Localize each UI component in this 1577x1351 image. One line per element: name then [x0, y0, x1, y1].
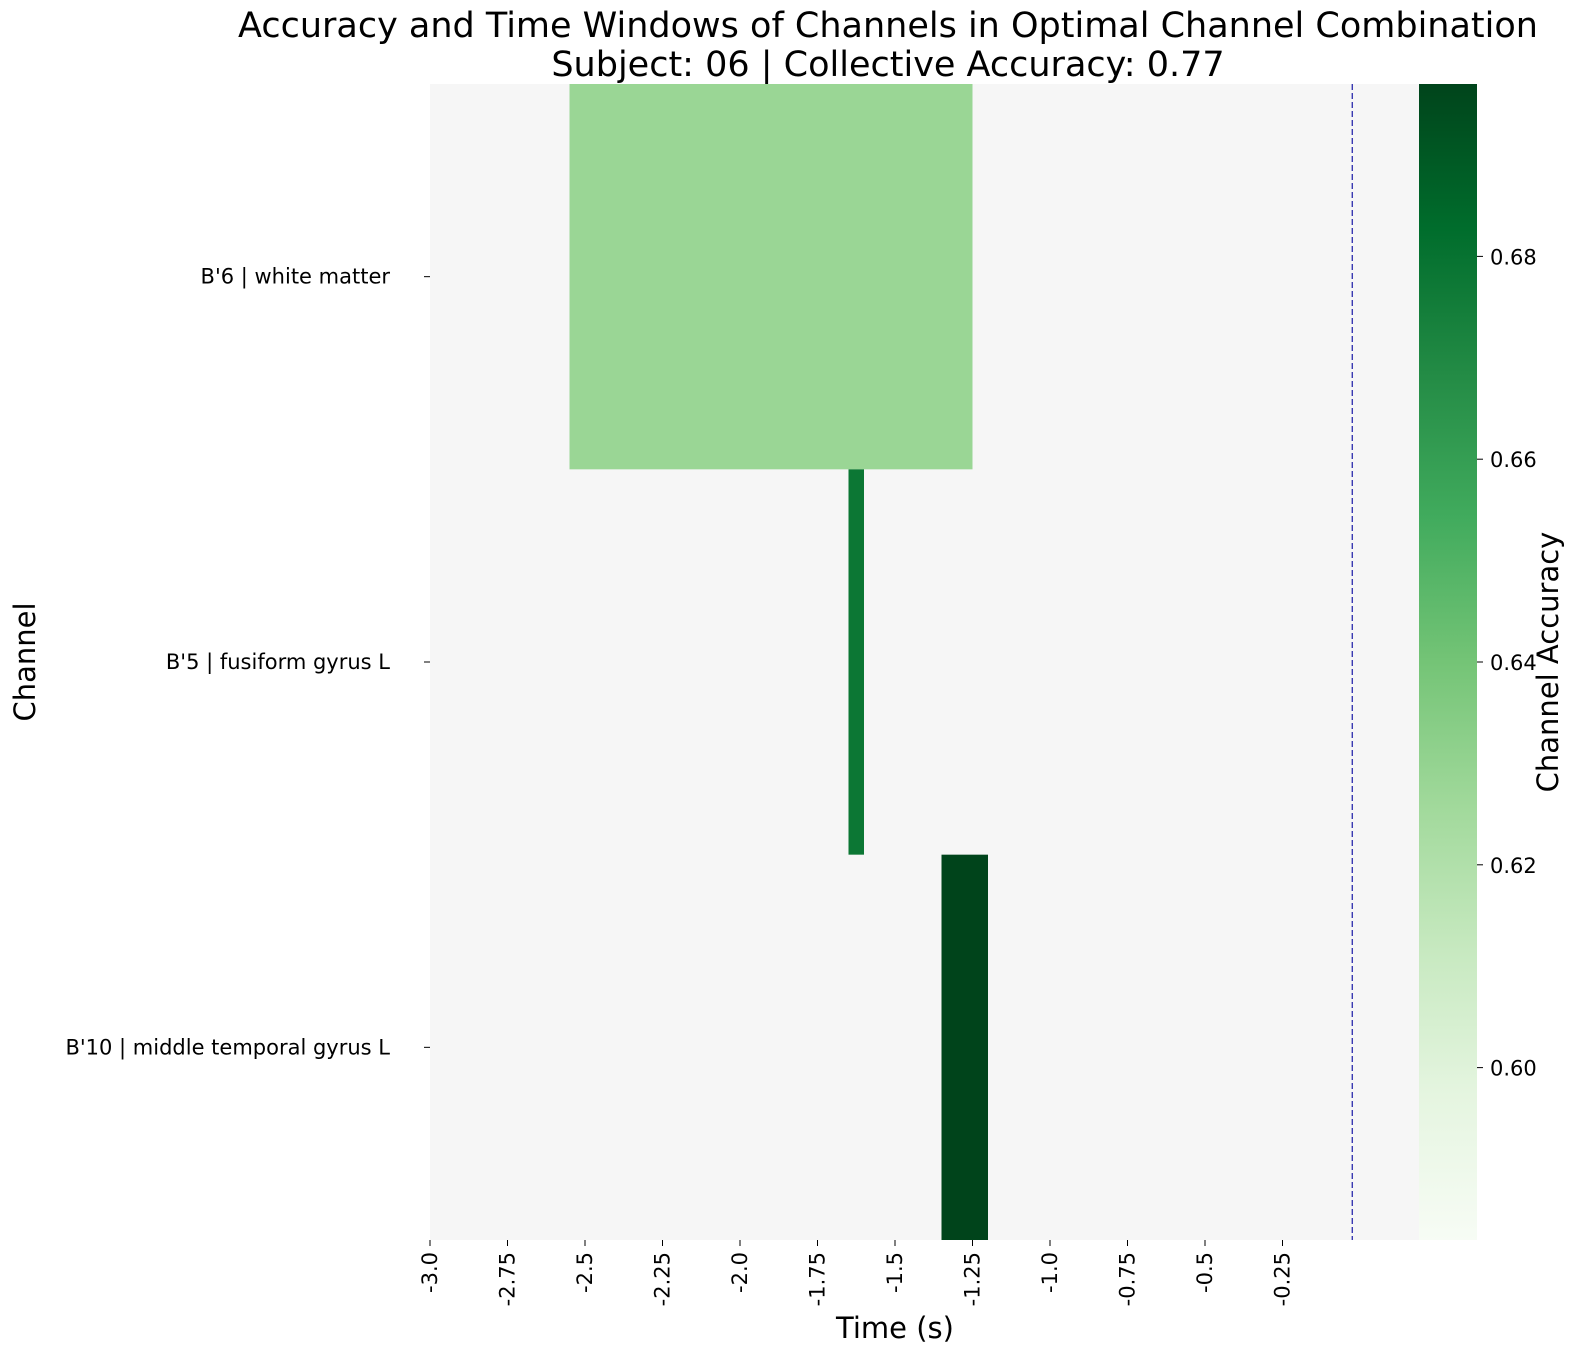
colorbar-tick-label: 0.60	[1490, 1057, 1537, 1081]
x-tick-label: -0.25	[1271, 1252, 1295, 1306]
colorbar-tick-label: 0.62	[1490, 854, 1537, 878]
x-axis-ticks: -3.0 -2.75 -2.5 -2.25 -2.0 -1.75 -1.5 -1.25 -1.0…	[418, 1240, 1295, 1306]
x-tick-label: -2.0	[728, 1252, 752, 1293]
y-axis-label: Channel	[8, 602, 42, 721]
x-tick-label: -1.75	[806, 1252, 830, 1306]
chart-subtitle: Subject: 06 | Collective Accuracy: 0.77	[551, 45, 1224, 85]
heatmap-cell	[848, 469, 864, 855]
chart-title: Accuracy and Time Windows of Channels in…	[238, 6, 1538, 46]
x-tick-label: -0.5	[1193, 1252, 1217, 1293]
heatmap-cells	[569, 84, 988, 1240]
colorbar-tick-label: 0.68	[1490, 245, 1537, 269]
x-axis-label: Time (s)	[835, 1311, 954, 1345]
x-tick-label: -1.5	[883, 1252, 907, 1293]
y-axis-ticks: B'6 | white matter B'5 | fusiform gyrus L…	[65, 265, 430, 1060]
x-tick-label: -2.75	[496, 1252, 520, 1306]
colorbar-label: Channel Accuracy	[1531, 532, 1565, 793]
heatmap-cell	[569, 84, 973, 470]
colorbar	[1419, 84, 1477, 1240]
y-tick-label: B'5 | fusiform gyrus L	[166, 650, 390, 675]
x-tick-label: -2.25	[651, 1252, 675, 1306]
x-tick-label: -1.0	[1038, 1252, 1062, 1293]
heatmap-cell	[941, 854, 988, 1240]
x-tick-label: -2.5	[573, 1252, 597, 1293]
y-tick-label: B'10 | middle temporal gyrus L	[65, 1035, 390, 1060]
x-tick-label: -1.25	[961, 1252, 985, 1306]
colorbar-ticks: 0.60 0.62 0.64 0.66 0.68	[1477, 245, 1537, 1081]
y-tick-label: B'6 | white matter	[201, 265, 391, 290]
x-tick-label: -0.75	[1116, 1252, 1140, 1306]
x-tick-label: -3.0	[418, 1252, 442, 1293]
colorbar-tick-label: 0.64	[1490, 651, 1537, 675]
colorbar-tick-label: 0.66	[1490, 448, 1537, 472]
